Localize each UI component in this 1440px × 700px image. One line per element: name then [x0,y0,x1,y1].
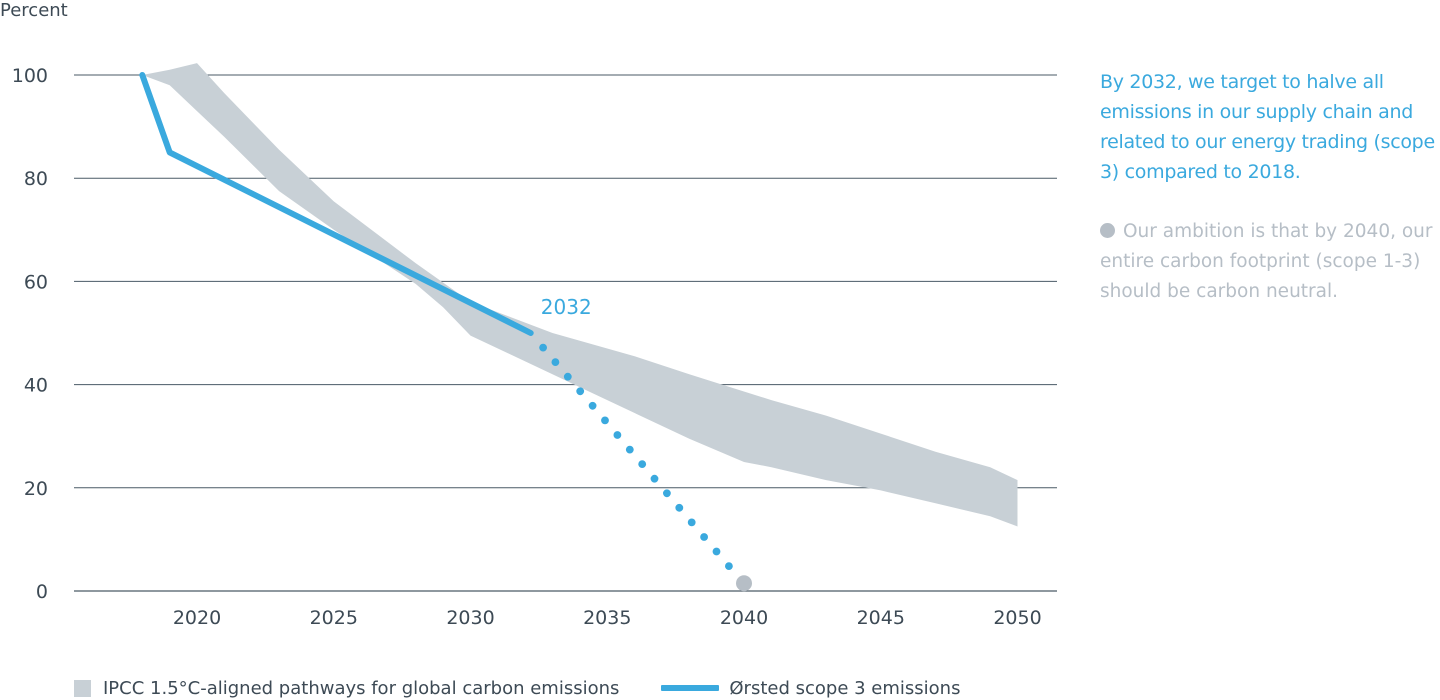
y-tick-100: 100 [12,65,48,87]
x-tick-2045: 2045 [857,607,905,629]
target-path-dot [725,562,733,570]
target-path-dot [601,416,609,425]
target-path-dot [613,431,622,439]
y-tick-60: 60 [24,271,48,293]
target-path-dot [700,533,708,541]
y-tick-20: 20 [24,478,48,500]
x-tick-2050: 2050 [993,607,1041,629]
ipcc-pathway-area [142,63,1018,527]
y-tick-0: 0 [36,581,48,603]
target-path-dot [539,343,547,352]
target-path-dot [687,518,696,527]
target-path-dot [663,489,671,498]
legend-item-scope3: Ørsted scope 3 emissions [661,678,960,699]
target-path-dot [563,372,572,381]
target-path-dot [650,474,659,483]
ambition-statement: Our ambition is that by 2040, our entire… [1100,217,1440,307]
x-tick-2020: 2020 [173,607,221,629]
x-tick-2025: 2025 [310,607,358,629]
legend-item-ipcc: IPCC 1.5°C-aligned pathways for global c… [74,678,619,699]
target-path-dot [712,547,721,556]
target-path-dot [551,358,560,366]
target-path-dot [638,460,647,468]
legend: IPCC 1.5°C-aligned pathways for global c… [74,676,960,700]
gridlines [74,74,1057,592]
target-path-dot [588,401,597,410]
target-path-dot [675,503,684,512]
x-tick-2030: 2030 [446,607,494,629]
ambition-dot-icon [1100,223,1115,238]
legend-swatch-area-icon [74,679,91,697]
scope3-line-group [139,72,752,592]
target-statement: By 2032, we target to halve all emission… [1100,71,1435,183]
y-tick-80: 80 [24,168,48,190]
ambition-2040-marker [736,575,752,592]
y-axis-title: Percent [0,0,68,21]
ambition-text: Our ambition is that by 2040, our entire… [1100,221,1433,302]
y-tick-40: 40 [24,375,48,397]
target-path-dot [625,445,634,454]
annotation-2032: 2032 [541,295,592,319]
x-tick-2040: 2040 [720,607,768,629]
legend-label-scope3: Ørsted scope 3 emissions [729,677,961,699]
ipcc-band [142,63,1018,527]
target-path-dot [576,387,585,396]
legend-swatch-line-icon [661,685,720,691]
x-tick-2035: 2035 [583,607,631,629]
scope3-emissions-line [139,72,534,336]
legend-label-ipcc: IPCC 1.5°C-aligned pathways for global c… [103,677,620,699]
